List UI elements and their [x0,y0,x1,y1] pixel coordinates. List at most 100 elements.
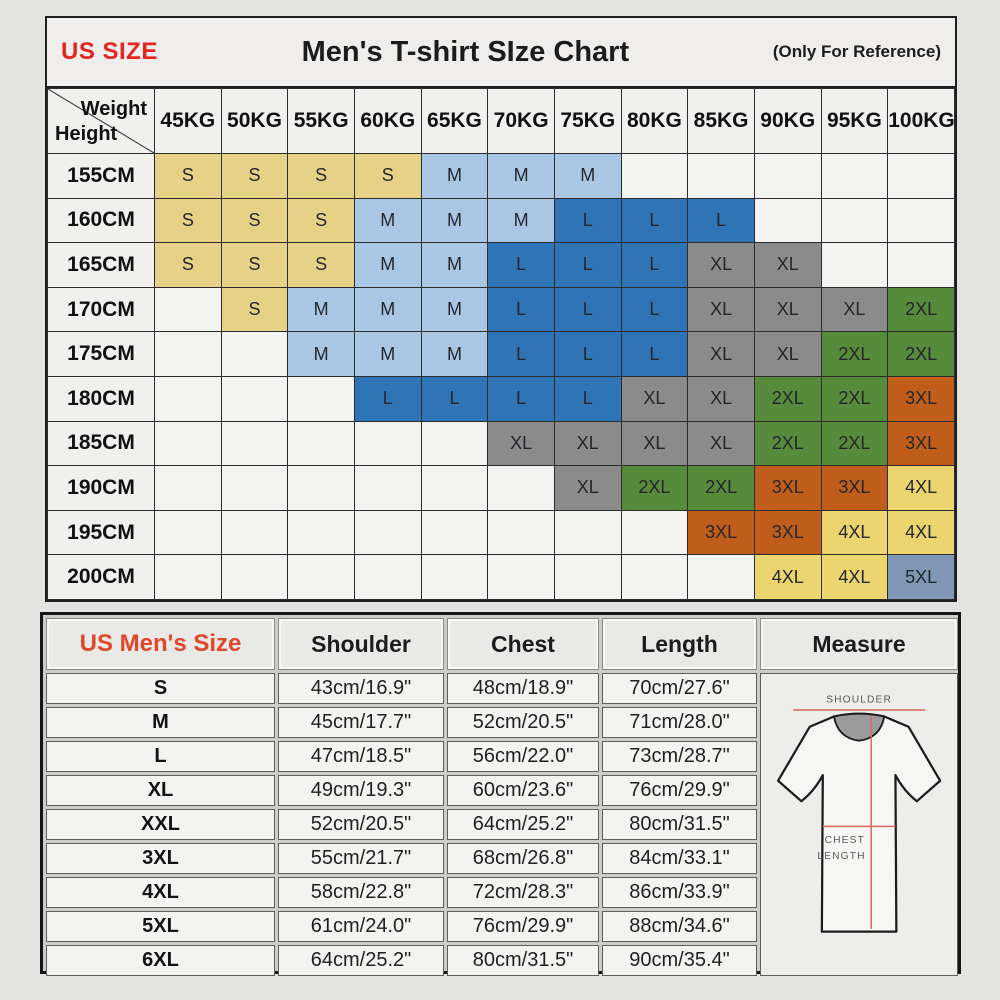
empty-size-cell [287,465,355,511]
size-row-label: S [46,673,275,704]
empty-size-cell [487,465,555,511]
empty-size-cell [220,420,289,467]
size-matrix-table: Weight Height 45KG 50KG 55KG 60KG 65KG 70KG 75… [47,88,955,600]
empty-size-cell [220,375,289,422]
size-cell: XL [753,286,822,333]
size-cell: M [420,153,489,199]
measurement-col-header: US Men's Size [46,618,275,670]
measurement-col-header: Measure [760,618,958,670]
height-row-header: 195CM [47,509,155,556]
empty-size-cell [553,554,622,600]
empty-size-cell [353,420,422,467]
shoulder-value: 47cm/18.5" [278,741,444,772]
size-row-label: M [46,707,275,738]
weight-height-corner-cell: Weight Height [47,88,155,154]
empty-size-cell [420,420,489,467]
empty-size-cell [420,509,489,556]
empty-size-cell [487,554,555,600]
size-cell: L [620,331,689,377]
size-cell: L [620,242,689,288]
size-row-label: XL [46,775,275,806]
size-cell: M [287,331,355,377]
height-row-header: 185CM [47,420,155,467]
size-cell: 2XL [620,465,689,511]
matrix-row: 160CM S S S M M M L L L [47,197,955,244]
weight-axis-label: Weight [80,98,147,120]
size-cell: L [420,375,489,422]
weight-col-header: 85KG [687,88,755,154]
measurement-row: 3XL 55cm/21.7" 68cm/26.8" 84cm/33.1" [46,843,958,874]
height-axis-label: Height [55,123,118,145]
size-cell: M [420,242,489,288]
size-cell: S [220,197,289,244]
length-value: 70cm/27.6" [602,673,757,704]
chest-value: 80cm/31.5" [447,945,599,976]
weight-col-header: 80KG [620,88,689,154]
empty-size-cell [887,242,955,288]
shoulder-value: 43cm/16.9" [278,673,444,704]
size-cell: L [487,286,555,333]
weight-col-header: 50KG [220,88,289,154]
size-row-label: L [46,741,275,772]
empty-size-cell [887,197,955,244]
shoulder-value: 52cm/20.5" [278,809,444,840]
empty-size-cell [154,465,222,511]
chest-label: CHEST [825,835,865,846]
empty-size-cell [620,554,689,600]
size-cell: L [353,375,422,422]
size-matrix-section: US SIZE Men's T-shirt SIze Chart (Only F… [45,16,957,602]
chest-value: 68cm/26.8" [447,843,599,874]
chest-value: 56cm/22.0" [447,741,599,772]
size-cell: XL [687,286,755,333]
size-cell: M [420,197,489,244]
size-cell: L [487,331,555,377]
matrix-row: 165CM S S S M M L L L XL XL [47,242,955,288]
shoulder-label: SHOULDER [826,695,892,706]
size-row-label: 5XL [46,911,275,942]
diagonal-divider-icon [48,89,154,153]
length-value: 71cm/28.0" [602,707,757,738]
empty-size-cell [220,509,289,556]
weight-col-header: 100KG [887,88,955,154]
empty-size-cell [353,465,422,511]
measurement-col-header: Chest [447,618,599,670]
empty-size-cell [687,153,755,199]
size-row-label: 6XL [46,945,275,976]
size-row-label: XXL [46,809,275,840]
measurement-row: XXL 52cm/20.5" 64cm/25.2" 80cm/31.5" [46,809,958,840]
height-row-header: 170CM [47,286,155,333]
matrix-row: 170CM S M M M L L L XL XL XL 2XL [47,286,955,333]
measurement-col-header: Length [602,618,757,670]
size-cell: L [553,375,622,422]
measurement-row: XL 49cm/19.3" 60cm/23.6" 76cm/29.9" [46,775,958,806]
size-cell: 3XL [887,375,955,422]
size-cell: XL [487,420,555,467]
empty-size-cell [154,331,222,377]
empty-size-cell [154,375,222,422]
weight-col-header: 60KG [353,88,422,154]
size-cell: XL [687,331,755,377]
size-cell: S [220,242,289,288]
size-cell: S [353,153,422,199]
height-row-header: 165CM [47,242,155,288]
weight-col-header: 55KG [287,88,355,154]
size-cell: M [553,153,622,199]
measurement-row: L 47cm/18.5" 56cm/22.0" 73cm/28.7" [46,741,958,772]
size-cell: S [287,153,355,199]
empty-size-cell [820,153,889,199]
measurement-row: S 43cm/16.9" 48cm/18.9" 70cm/27.6" SHOULDER… [46,673,958,976]
weight-col-header: 95KG [820,88,889,154]
length-value: 76cm/29.9" [602,775,757,806]
shoulder-value: 55cm/21.7" [278,843,444,874]
empty-size-cell [154,420,222,467]
size-cell: L [553,197,622,244]
empty-size-cell [820,242,889,288]
empty-size-cell [753,197,822,244]
size-cell: L [487,375,555,422]
size-cell: XL [687,242,755,288]
size-cell: S [287,242,355,288]
size-cell: XL [753,331,822,377]
us-size-label: US SIZE [61,38,158,65]
size-cell: L [553,242,622,288]
